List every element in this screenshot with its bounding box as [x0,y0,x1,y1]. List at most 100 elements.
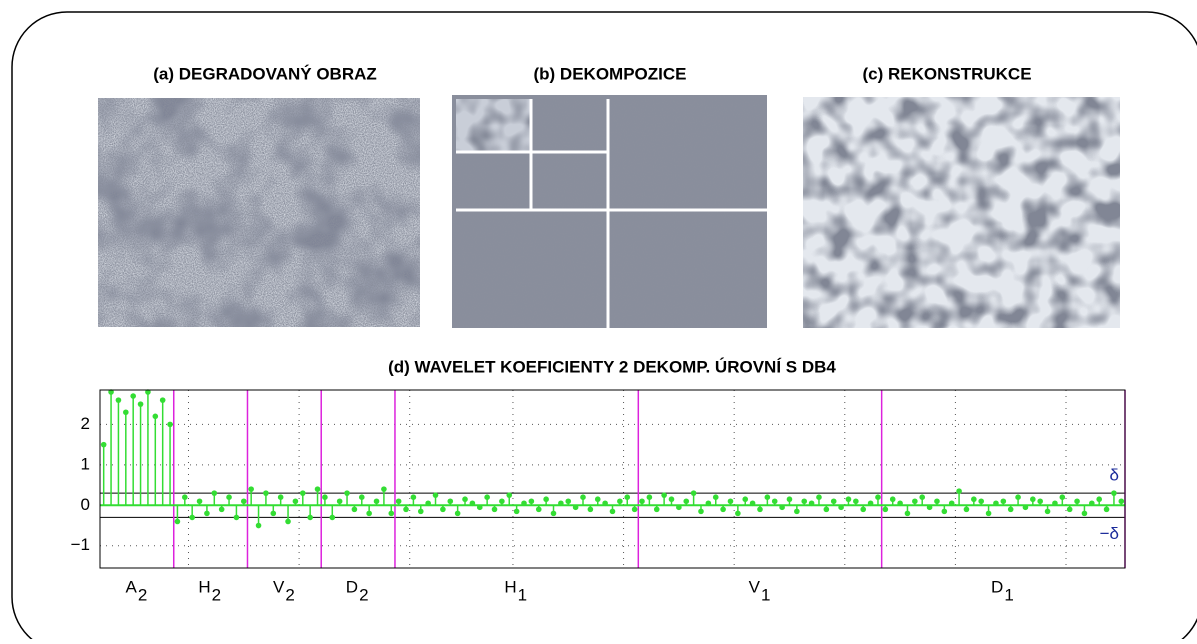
stem-marker [344,490,350,496]
stem-marker [720,506,726,513]
stem-marker [698,508,704,515]
stem-marker [971,496,977,503]
stem-marker [624,494,631,501]
stem-marker [108,389,114,395]
threshold-label: −δ [1100,524,1119,543]
stem-marker [1089,500,1095,507]
stem-marker [351,506,358,513]
stem-marker [867,500,874,507]
stem-marker [653,506,660,513]
stem-marker [786,496,793,503]
threshold-label: δ [1110,466,1119,485]
stem-marker [735,510,741,517]
stem-marker [823,506,830,513]
stem-marker [1118,498,1125,505]
stem-marker [270,510,277,517]
y-tick-label: −1 [71,535,90,554]
stem-marker [1037,498,1043,505]
segment-sub: 2 [212,585,221,604]
stem-marker [985,510,992,517]
stem-marker [174,518,181,525]
stem-marker [860,506,867,513]
image-a [98,98,420,327]
stem-marker [676,504,682,511]
stem-marker [513,508,520,515]
stem-marker [366,510,372,517]
stem-marker [757,506,763,513]
stem-marker [794,508,800,515]
segment-label: D [346,577,358,596]
stem-marker [779,504,785,511]
stem-marker [948,500,955,507]
stem-marker [889,496,896,503]
segment-label: H [504,577,516,596]
stem-marker [742,496,749,503]
stem-marker [764,494,771,501]
stem-marker [565,498,572,505]
segment-label: H [198,577,210,596]
stem-marker [299,490,306,496]
stem-marker [912,498,918,505]
stem-marker [816,494,822,501]
stem-marker [233,514,240,521]
stem-marker [963,506,970,513]
stem-marker [978,498,985,505]
stem-marker [838,504,844,511]
stem-marker [285,518,291,525]
stem-marker [211,490,218,496]
stem-marker [926,504,933,511]
stem-marker [218,506,225,513]
stem-marker [1081,510,1088,517]
segment-label: A [126,577,138,596]
stem-marker [1022,504,1029,511]
stem-marker [307,514,313,521]
stem-marker [255,522,262,529]
stem-marker [381,486,387,492]
stem-marker [941,508,948,515]
stem-marker [897,500,903,507]
stem-marker [410,494,417,501]
stem-marker [1015,494,1021,501]
stem-marker [1103,506,1110,513]
stem-marker [417,508,424,515]
chart-title: (d) WAVELET KOEFICIENTY 2 DEKOMP. ÚROVNÍ… [388,357,836,376]
stem-marker [484,494,490,501]
stem-marker [314,486,321,492]
stem-marker [705,500,712,507]
stem-marker [358,494,365,501]
panel-title: (c) REKONSTRUKCE [862,64,1031,83]
stem-marker [904,510,911,517]
frame [11,11,1197,644]
stem-marker [159,397,166,403]
stem-marker [226,494,232,501]
stem-marker [683,498,690,505]
stem-marker [690,490,697,496]
stem-marker [336,498,343,505]
stem-marker [329,514,336,521]
stem-marker [1030,496,1036,503]
stem-marker [454,510,461,517]
stem-marker [1000,498,1007,505]
stem-marker [292,498,299,505]
stem-marker [462,496,468,503]
stem-marker [661,492,667,498]
stem-marker [830,498,837,505]
stem-marker [130,393,136,399]
stem-marker [1044,508,1051,515]
stem-marker [558,500,564,507]
stem-marker [594,496,601,503]
stem-marker [469,500,476,507]
stem-marker [1066,506,1073,513]
stem-marker [771,498,778,505]
stem-marker [609,508,616,515]
stem-marker [506,492,513,498]
stem-marker [1007,506,1014,513]
stem-marker [617,498,623,505]
plot-box [99,389,1126,569]
panel-title: (a) DEGRADOVANÝ OBRAZ [153,64,377,83]
stem-marker [196,498,203,505]
stem-marker [639,498,645,505]
stem-marker [1059,494,1066,501]
stem-marker [587,506,594,513]
